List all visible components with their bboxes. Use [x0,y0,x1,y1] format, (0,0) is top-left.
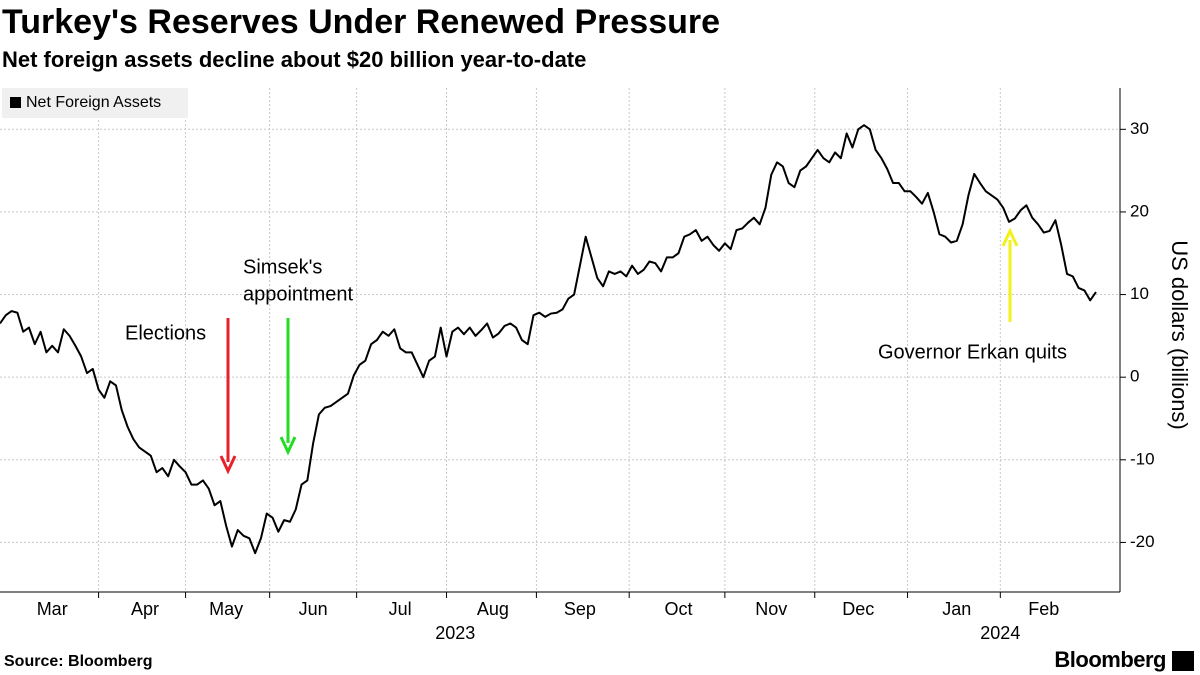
arrowhead [279,436,297,456]
legend-box [2,88,188,118]
x-tick-label: Jul [389,599,412,619]
legend-swatch [10,97,21,108]
x-tick-label: Nov [755,599,787,619]
annotation: Elections [125,322,206,344]
x-tick-label: Sep [564,599,596,619]
logo-icon [1172,651,1194,671]
x-tick-label: Jan [942,599,971,619]
chart-title: Turkey's Reserves Under Renewed Pressure [2,3,720,41]
y-axis-label: US dollars (billions) [1167,240,1192,430]
y-tick-label: -10 [1130,449,1155,468]
x-group-label: 2023 [435,623,475,643]
x-tick-label: Feb [1028,599,1059,619]
x-tick-label: Apr [131,599,159,619]
annotation: appointment [243,283,354,305]
x-group-label: 2024 [980,623,1020,643]
arrowhead [219,455,237,475]
chart-subtitle: Net foreign assets decline about $20 bil… [2,47,586,72]
plot-area: -20 -10 0 10 20 30 Mar Apr May Jun Jul Aug Sep Oct Nov… [0,88,1155,643]
y-tick-label: 0 [1130,367,1139,386]
x-tick-label: Dec [842,599,874,619]
x-tick-label: Oct [664,599,692,619]
y-tick-label: -20 [1130,532,1155,551]
annotation: Simsek's [243,256,322,278]
x-tick-label: Aug [477,599,509,619]
y-tick-label: 20 [1130,201,1149,220]
line-series [0,124,1097,555]
source: Source: Bloomberg [4,653,152,670]
arrowhead [1001,227,1019,247]
annotation: Governor Erkan quits [878,341,1067,363]
logo: Bloomberg [1054,647,1166,672]
x-tick-label: May [209,599,243,619]
x-tick-label: Jun [299,599,328,619]
y-tick-label: 10 [1130,284,1149,303]
y-tick-label: 30 [1130,119,1149,138]
legend-label: Net Foreign Assets [26,94,161,111]
x-tick-label: Mar [37,599,68,619]
